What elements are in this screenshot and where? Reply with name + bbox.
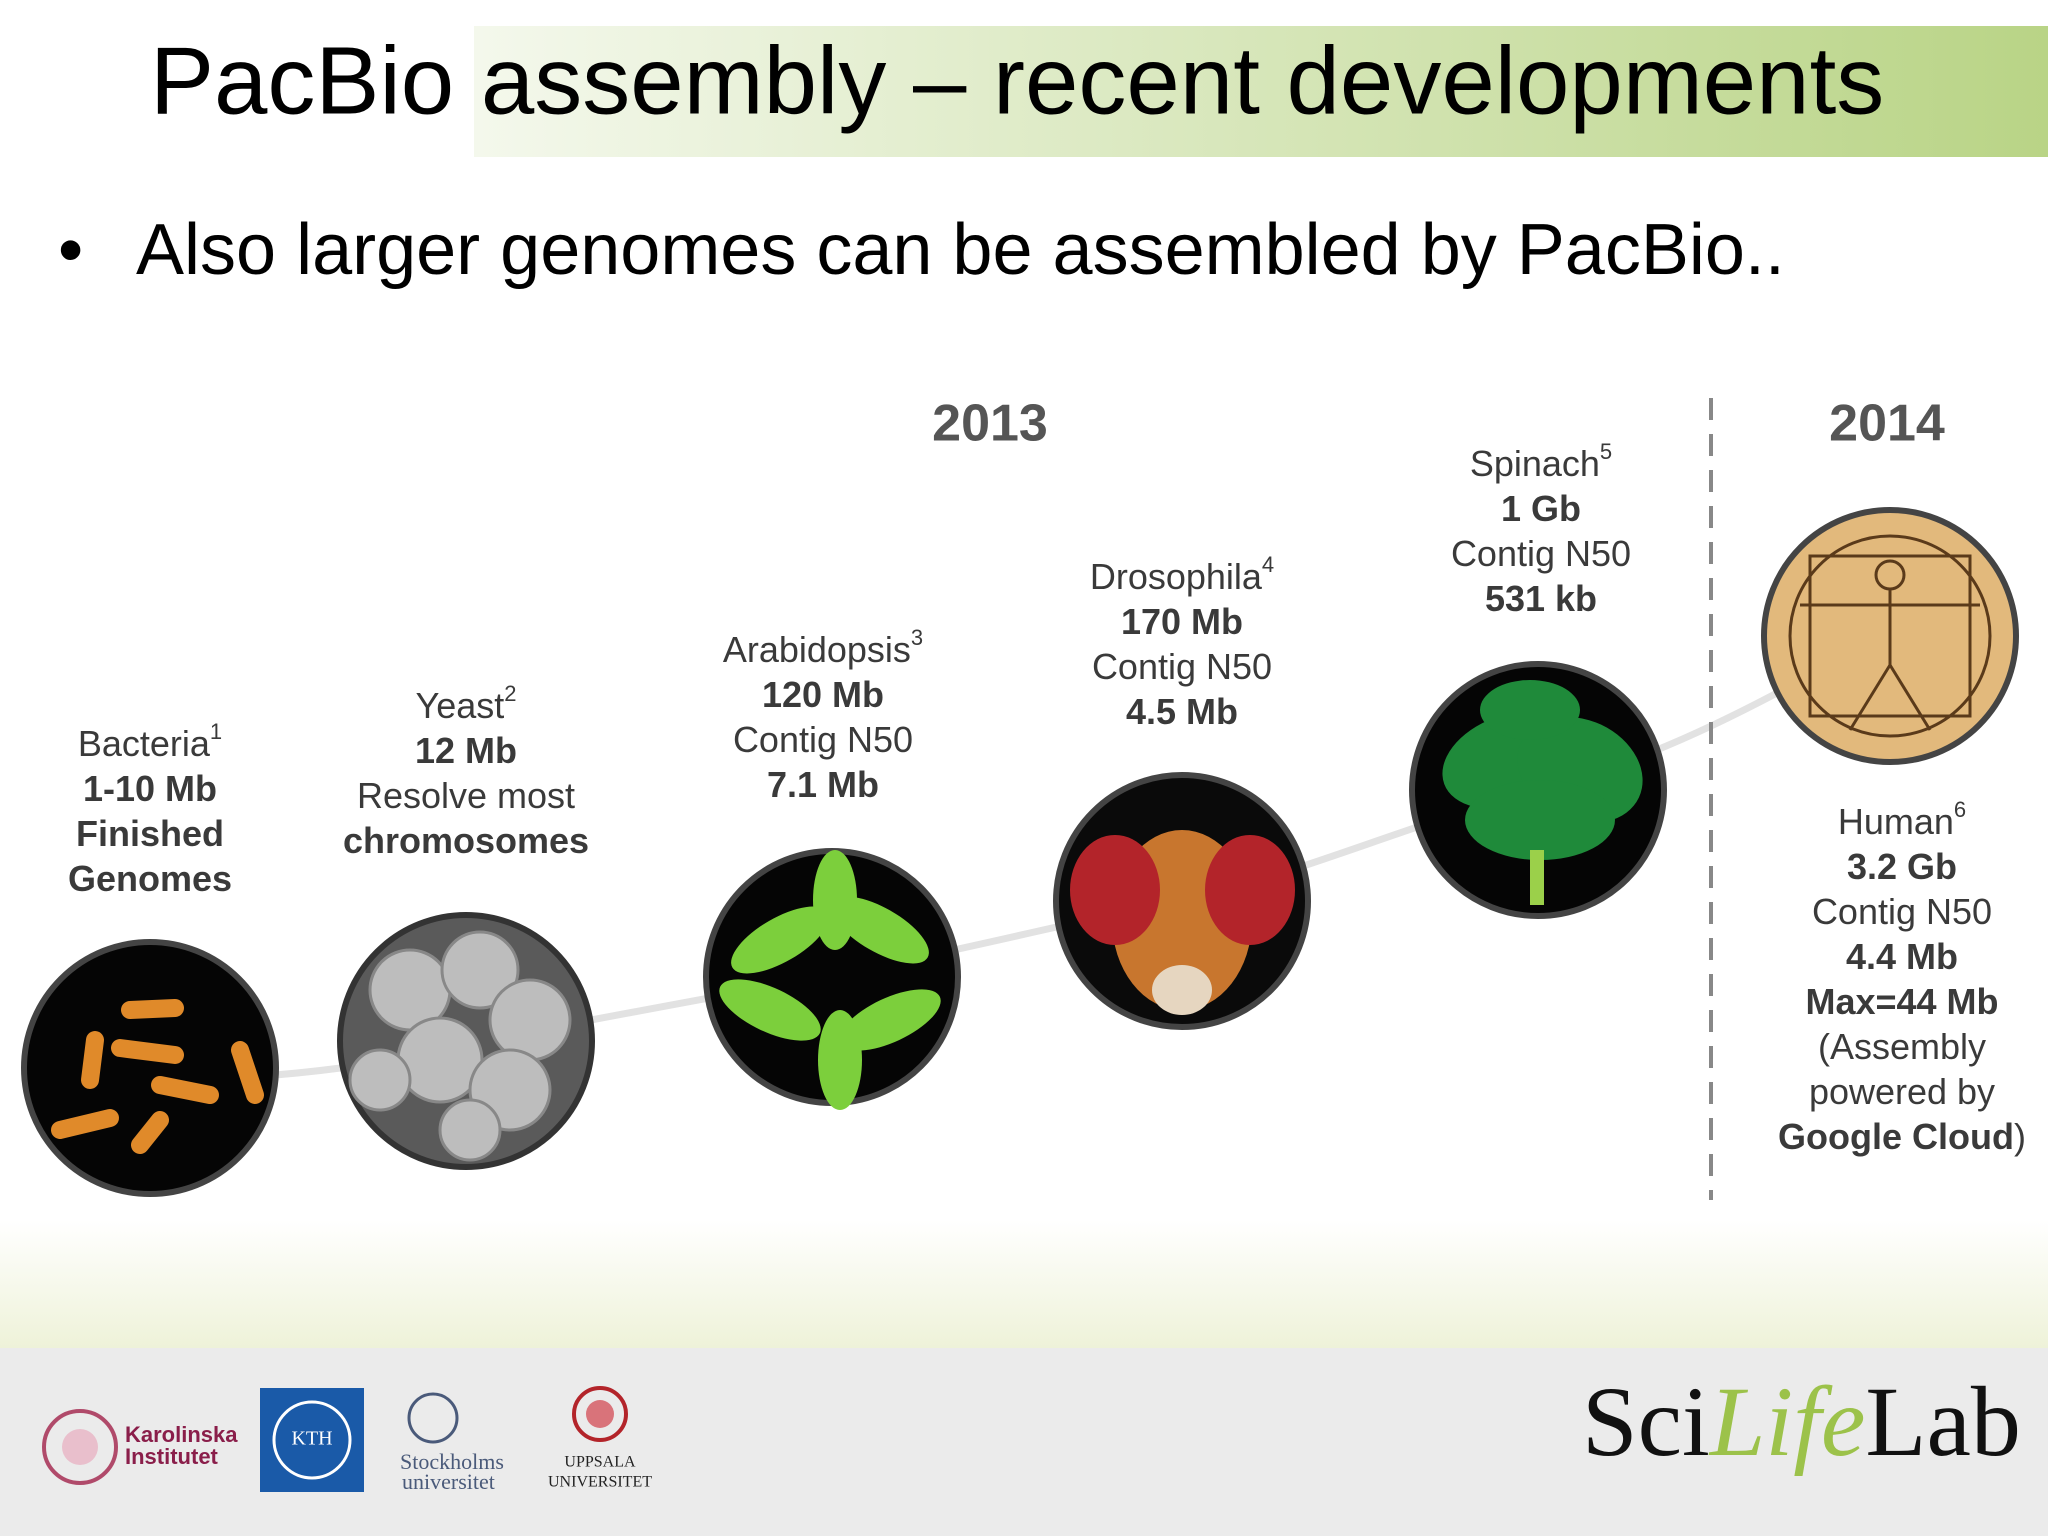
item-line-text: Contig N50 (1451, 533, 1631, 574)
logo-text: Life (1708, 1366, 1866, 1477)
item-name-text: Spinach (1470, 443, 1600, 484)
item-line: Resolve most (357, 775, 575, 816)
item-line: 120 Mb (762, 674, 884, 715)
item-name-text: Human (1838, 801, 1954, 842)
uppsala-logo: UPPSALA UNIVERSITET (548, 1386, 652, 1491)
item-line: Contig N50 (733, 719, 913, 760)
item-line: Google Cloud) (1778, 1116, 2026, 1157)
item-line-text: Max=44 Mb (1805, 981, 1998, 1022)
item-line-text: powered by (1809, 1071, 1995, 1112)
item-line-text: Google Cloud (1778, 1116, 2014, 1157)
item-line: Contig N50 (1092, 646, 1272, 687)
item-line: 4.4 Mb (1846, 936, 1958, 977)
item-footnote: 5 (1600, 439, 1612, 464)
kth-logo: KTH (260, 1388, 364, 1492)
item-name: Drosophila4 (1090, 552, 1274, 596)
arabidopsis-image (703, 848, 961, 1110)
item-line-text: Contig N50 (1812, 891, 1992, 932)
bottom-fade (0, 1220, 2048, 1350)
year-label: 2014 (1829, 395, 1945, 453)
item-line: 170 Mb (1121, 601, 1243, 642)
item-line: 1-10 Mb (83, 768, 217, 809)
item-footnote: 6 (1954, 797, 1966, 822)
logo-text: Institutet (125, 1444, 219, 1469)
logo-text: KTH (291, 1428, 332, 1450)
item-name-text: Yeast (415, 685, 504, 726)
item-footnote: 2 (504, 681, 516, 706)
bullet-text: Also larger genomes can be assembled by … (136, 210, 1785, 290)
drosophila-image (1053, 772, 1311, 1030)
item-line-text: Resolve most (357, 775, 575, 816)
item-line: 4.5 Mb (1126, 691, 1238, 732)
bacteria-image (21, 939, 279, 1197)
item-name: Spinach5 (1470, 439, 1612, 483)
item-line: Finished (76, 813, 224, 854)
logo-text: UNIVERSITET (548, 1474, 652, 1491)
item-line: 12 Mb (415, 730, 517, 771)
item-line-text: chromosomes (343, 820, 589, 861)
item-line: Contig N50 (1451, 533, 1631, 574)
item-line-text: Finished (76, 813, 224, 854)
year-label: 2013 (932, 395, 1048, 453)
item-line: 1 Gb (1501, 488, 1581, 529)
logo-text: UPPSALA (564, 1454, 636, 1471)
item-line-text: Contig N50 (1092, 646, 1272, 687)
item-line-text: 170 Mb (1121, 601, 1243, 642)
item-name-text: Arabidopsis (723, 629, 911, 670)
logo-text: universitet (402, 1469, 495, 1494)
item-line: Contig N50 (1812, 891, 1992, 932)
item-line-text: 12 Mb (415, 730, 517, 771)
scilifelab-logo: SciLifeLab (1582, 1366, 2021, 1477)
item-line-text: 3.2 Gb (1847, 846, 1957, 887)
human-image (1761, 507, 2019, 765)
item-line: 531 kb (1485, 578, 1597, 619)
spinach-image (1409, 661, 1667, 919)
item-name: Bacteria1 (78, 719, 222, 763)
item-line-text: 7.1 Mb (767, 764, 879, 805)
item-line-text: 1-10 Mb (83, 768, 217, 809)
item-line: 7.1 Mb (767, 764, 879, 805)
item-line: Max=44 Mb (1805, 981, 1998, 1022)
item-line: chromosomes (343, 820, 589, 861)
item-line-text: 4.5 Mb (1126, 691, 1238, 732)
item-name: Arabidopsis3 (723, 625, 923, 669)
item-line-suffix: ) (2014, 1116, 2026, 1157)
item-line-text: Genomes (68, 858, 232, 899)
logo-text: Lab (1865, 1366, 2020, 1477)
slide-title: PacBio assembly – recent developments (150, 27, 1884, 134)
item-name: Yeast2 (415, 681, 516, 725)
item-footnote: 1 (210, 719, 222, 744)
item-line-text: (Assembly (1818, 1026, 1986, 1067)
title-band (474, 26, 2048, 157)
item-line-text: 4.4 Mb (1846, 936, 1958, 977)
bullet-dot: • (58, 210, 83, 290)
item-line-text: 1 Gb (1501, 488, 1581, 529)
logo-text: Sci (1582, 1366, 1710, 1477)
item-footnote: 4 (1262, 552, 1274, 577)
logo-text: Karolinska (125, 1422, 238, 1447)
logo-text: Stockholms (400, 1449, 504, 1474)
item-line-text: Contig N50 (733, 719, 913, 760)
item-line-text: 120 Mb (762, 674, 884, 715)
karolinska-logo: Karolinska Institutet (42, 1409, 238, 1485)
item-line: 3.2 Gb (1847, 846, 1957, 887)
item-line: Genomes (68, 858, 232, 899)
yeast-image (337, 912, 595, 1170)
item-name-text: Bacteria (78, 723, 211, 764)
item-line: powered by (1809, 1071, 1995, 1112)
item-line-text: 531 kb (1485, 578, 1597, 619)
item-line: (Assembly (1818, 1026, 1986, 1067)
item-footnote: 3 (911, 625, 923, 650)
stockholm-logo: Stockholms universitet (400, 1392, 504, 1494)
item-name: Human6 (1838, 797, 1966, 841)
item-name-text: Drosophila (1090, 556, 1263, 597)
